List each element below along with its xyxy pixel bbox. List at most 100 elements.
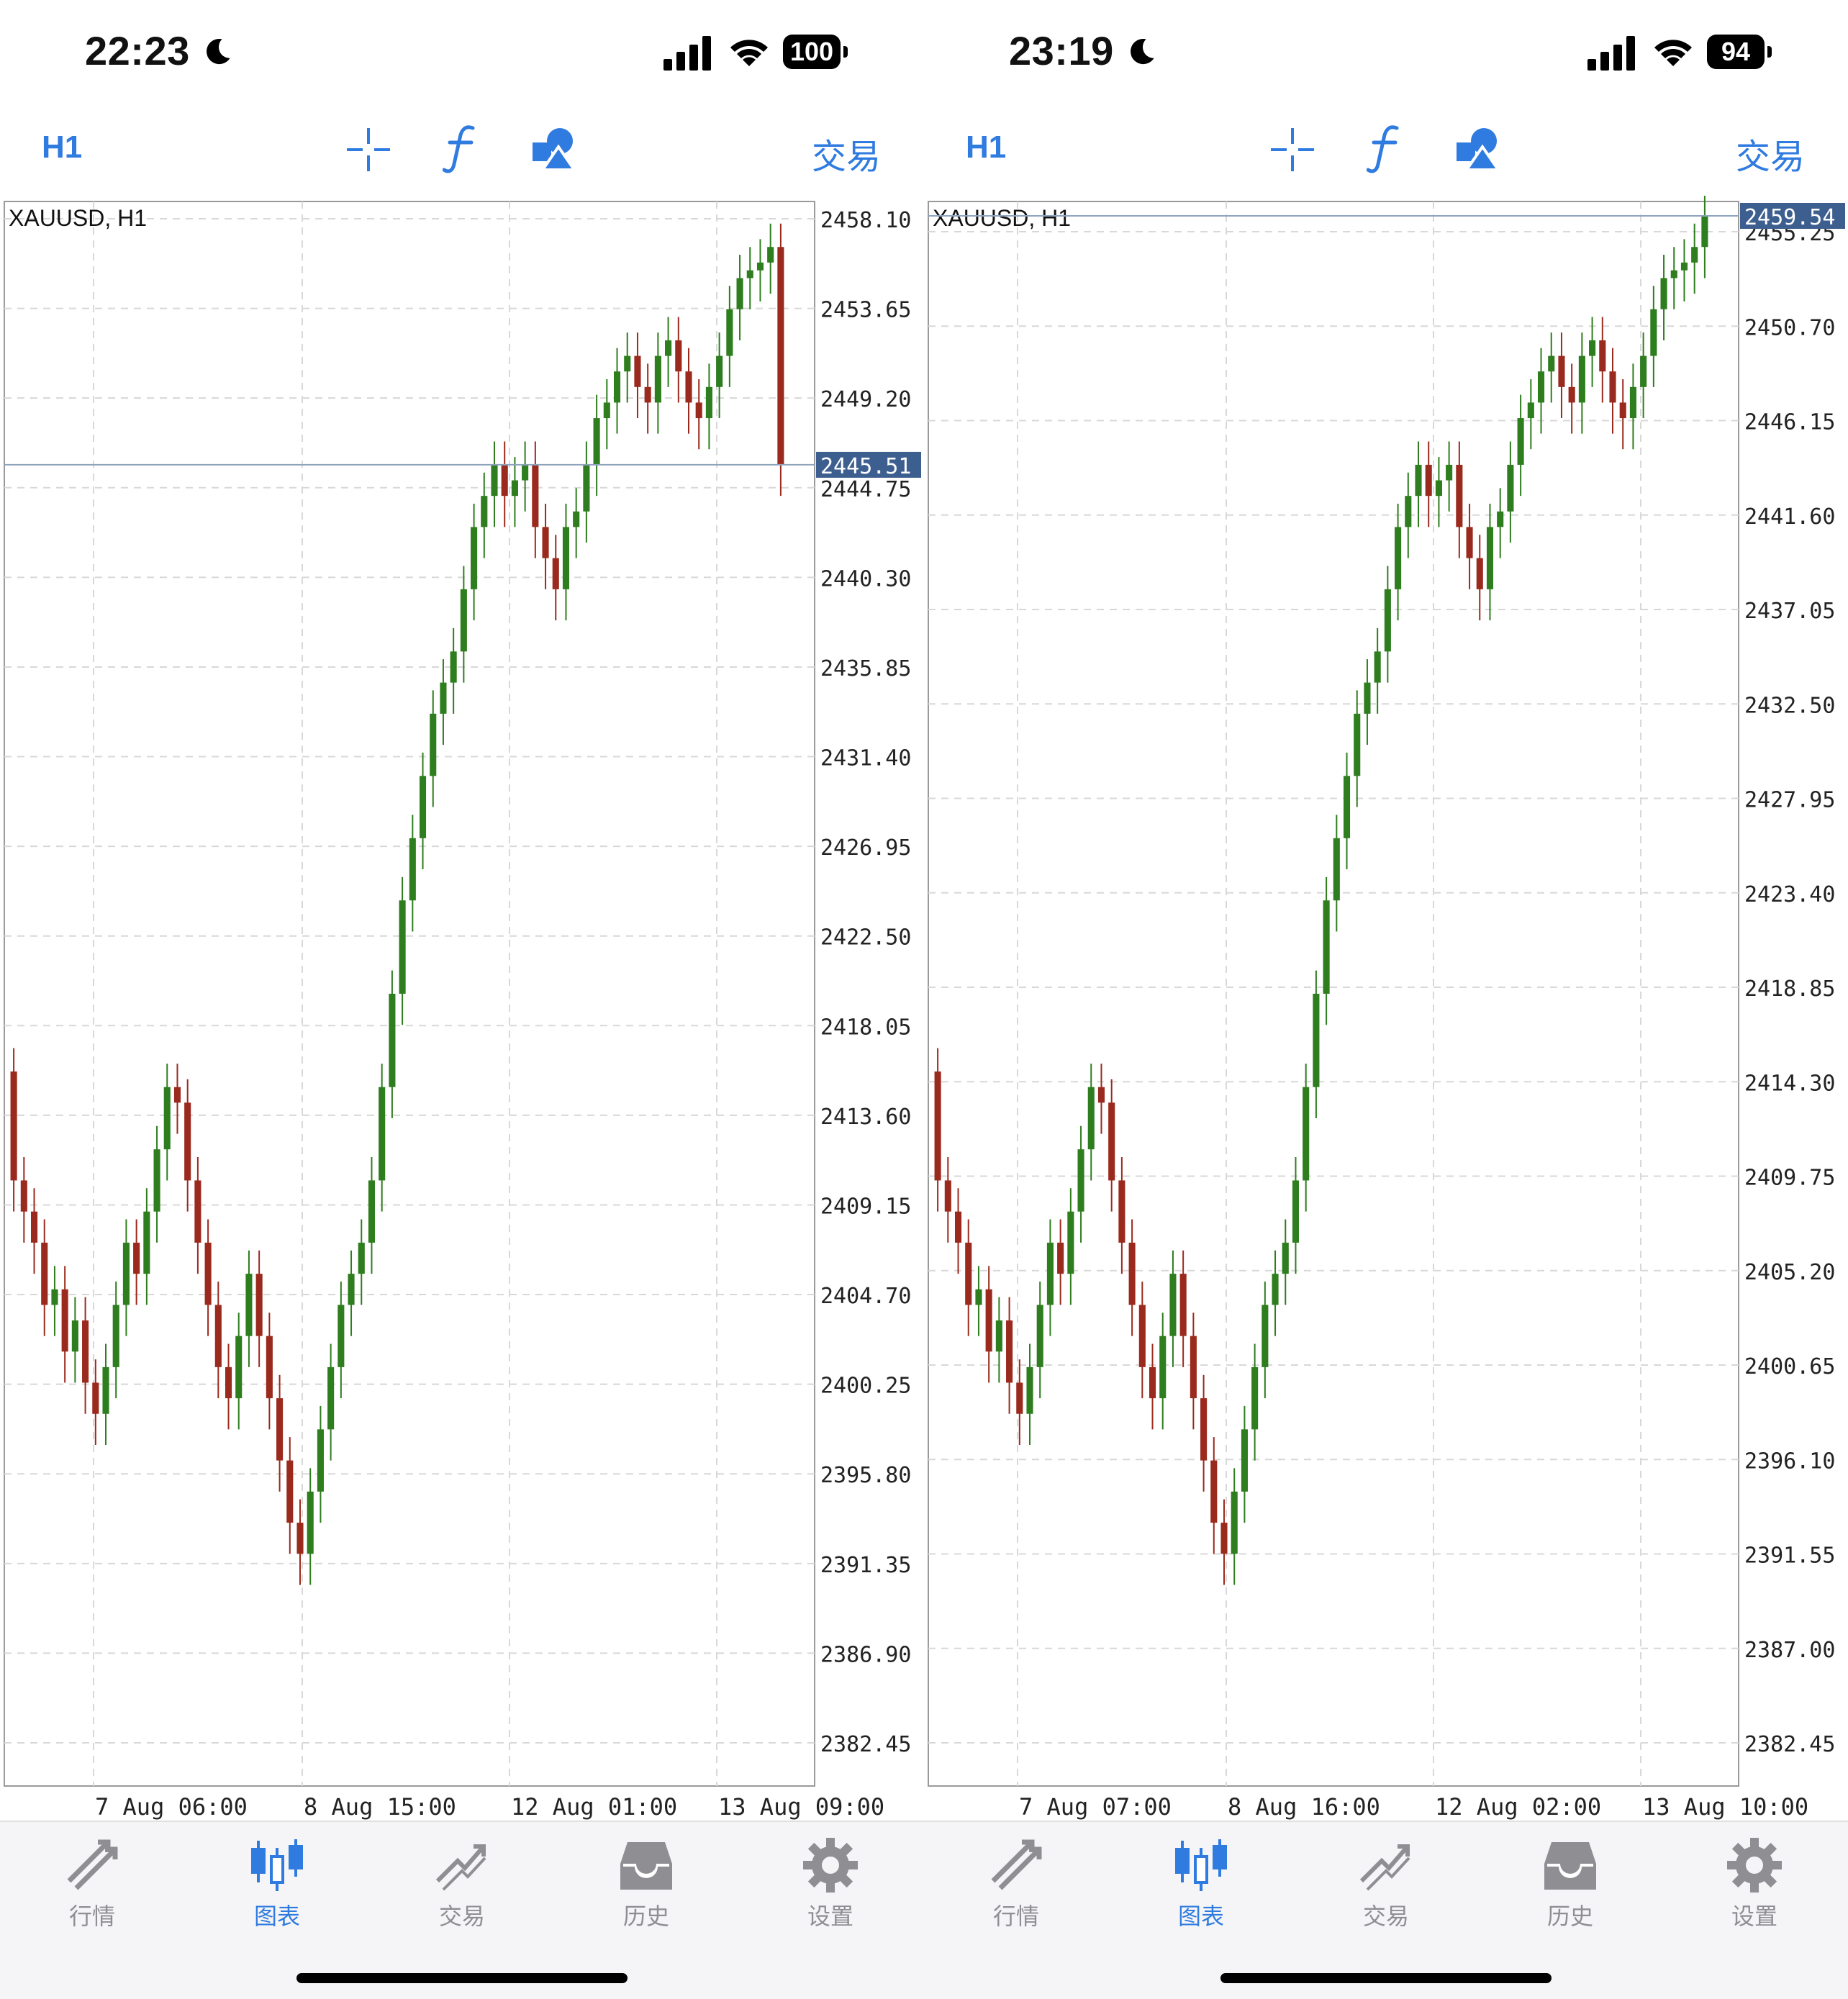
candle-body bbox=[944, 1180, 951, 1212]
candlestick-chart[interactable]: 2455.252450.702446.152441.602437.052432.… bbox=[924, 196, 1848, 1821]
candle-body bbox=[1292, 1180, 1300, 1243]
candle-body bbox=[1343, 776, 1351, 838]
quotes-icon bbox=[991, 1839, 1042, 1890]
home-indicator bbox=[1220, 1973, 1552, 1983]
candle-body bbox=[1568, 386, 1575, 403]
candle-body bbox=[122, 1242, 130, 1305]
timeframe-button[interactable]: H1 bbox=[966, 130, 1007, 165]
trade-button[interactable]: 交易 bbox=[1736, 138, 1806, 176]
candle-body bbox=[440, 682, 447, 714]
candle-body bbox=[1169, 1274, 1177, 1336]
candle-body bbox=[1262, 1305, 1269, 1367]
crosshair-icon[interactable] bbox=[1269, 127, 1315, 173]
candle-body bbox=[624, 355, 631, 372]
tab-label: 设置 bbox=[1731, 1903, 1777, 1929]
objects-icon[interactable] bbox=[1455, 125, 1501, 171]
tab-label: 图表 bbox=[253, 1903, 300, 1929]
candle-body bbox=[1323, 900, 1330, 994]
price-chart[interactable]: 2455.25 2450.70 2446.15 2441.60 2437.05 2432.… bbox=[924, 196, 1848, 1821]
candle-body bbox=[1108, 1102, 1115, 1181]
candle-body bbox=[1036, 1305, 1043, 1367]
home-indicator bbox=[296, 1973, 628, 1983]
battery-level: 94 bbox=[1707, 35, 1765, 69]
candle-body bbox=[409, 838, 416, 901]
price-axis-label: 2426.95 bbox=[820, 835, 911, 861]
candle-body bbox=[1619, 402, 1626, 419]
status-bar: 22:23 100 bbox=[0, 0, 924, 108]
candle-body bbox=[225, 1366, 232, 1399]
candle-body bbox=[705, 386, 712, 419]
function-icon[interactable] bbox=[443, 124, 480, 174]
candle-body bbox=[593, 418, 600, 465]
candle-body bbox=[1446, 464, 1453, 481]
candle-body bbox=[1006, 1320, 1013, 1383]
time-axis-label: 7 Aug 07:00 bbox=[1019, 1793, 1172, 1821]
time-axis-label: 13 Aug 09:00 bbox=[718, 1793, 884, 1821]
candle-body bbox=[358, 1242, 365, 1274]
candle-body bbox=[327, 1366, 335, 1430]
candle-body bbox=[1251, 1366, 1259, 1430]
price-axis-label: 2435.85 bbox=[820, 656, 911, 681]
candle-body bbox=[317, 1429, 324, 1492]
candle-body bbox=[1231, 1491, 1238, 1554]
tab-history[interactable]: 历史 bbox=[1513, 1836, 1628, 1930]
candle-body bbox=[368, 1180, 376, 1243]
candlestick-chart[interactable]: 2458.10 2453.65 2449.20 2444.75 2440.30 2435.… bbox=[0, 196, 924, 1821]
timeframe-button[interactable]: H1 bbox=[42, 130, 83, 165]
price-axis-label: 2431.40 bbox=[820, 746, 911, 771]
tab-settings[interactable]: 设置 bbox=[1697, 1836, 1812, 1930]
tab-trade[interactable]: 交易 bbox=[1328, 1836, 1444, 1930]
candle-body bbox=[583, 464, 590, 512]
crosshair-icon[interactable] bbox=[345, 127, 391, 173]
candle-body bbox=[644, 386, 651, 403]
wifi-icon bbox=[1654, 40, 1692, 66]
price-axis-label: 2458.10 bbox=[820, 208, 911, 233]
tab-history[interactable]: 历史 bbox=[589, 1836, 704, 1930]
candle-body bbox=[1405, 496, 1412, 527]
candle-body bbox=[430, 713, 437, 776]
candle-body bbox=[995, 1320, 1002, 1352]
price-axis-label: 2387.00 bbox=[1744, 1638, 1835, 1663]
time-axis-label: 8 Aug 15:00 bbox=[304, 1793, 456, 1821]
candle-body bbox=[613, 371, 621, 403]
candle-body bbox=[1476, 558, 1483, 589]
history-icon bbox=[620, 1842, 672, 1890]
chart-toolbar: H1 交易 bbox=[0, 108, 924, 194]
candle-body bbox=[1629, 386, 1636, 419]
moon-icon bbox=[207, 38, 230, 65]
price-axis-label: 2413.60 bbox=[820, 1105, 911, 1130]
candle-body bbox=[450, 651, 457, 683]
candle-body bbox=[379, 1087, 386, 1181]
candle-body bbox=[1190, 1336, 1197, 1399]
candle-body bbox=[30, 1211, 38, 1243]
objects-icon[interactable] bbox=[531, 125, 577, 171]
tab-chart[interactable]: 图表 bbox=[219, 1836, 335, 1930]
price-axis-label: 2418.85 bbox=[1744, 976, 1835, 1002]
trade-button[interactable]: 交易 bbox=[812, 138, 882, 176]
price-axis-label: 2396.10 bbox=[1744, 1449, 1835, 1474]
price-axis-label: 2453.65 bbox=[820, 298, 911, 323]
trade-icon bbox=[1359, 1844, 1410, 1891]
candle-body bbox=[1057, 1242, 1064, 1274]
candle-body bbox=[777, 247, 784, 465]
candle-body bbox=[1149, 1366, 1156, 1399]
price-axis-label: 2382.45 bbox=[820, 1732, 911, 1757]
candle-body bbox=[954, 1211, 962, 1243]
candle-body bbox=[695, 402, 702, 419]
candle-body bbox=[1701, 216, 1708, 248]
candle-body bbox=[522, 464, 529, 481]
tab-quotes[interactable]: 行情 bbox=[959, 1836, 1074, 1930]
tab-label: 行情 bbox=[68, 1903, 115, 1929]
tab-quotes[interactable]: 行情 bbox=[35, 1836, 150, 1930]
tab-trade[interactable]: 交易 bbox=[404, 1836, 520, 1930]
candle-body bbox=[552, 558, 559, 589]
price-chart[interactable]: 2458.10 2453.65 2449.20 2444.75 2440.30 2435.… bbox=[0, 196, 924, 1821]
tab-label: 图表 bbox=[1177, 1903, 1224, 1929]
candle-body bbox=[665, 340, 672, 356]
function-icon[interactable] bbox=[1367, 124, 1404, 174]
candle-body bbox=[163, 1087, 171, 1150]
tab-settings[interactable]: 设置 bbox=[773, 1836, 888, 1930]
tab-chart[interactable]: 图表 bbox=[1143, 1836, 1259, 1930]
tab-label: 行情 bbox=[992, 1903, 1039, 1929]
candle-body bbox=[985, 1289, 992, 1352]
